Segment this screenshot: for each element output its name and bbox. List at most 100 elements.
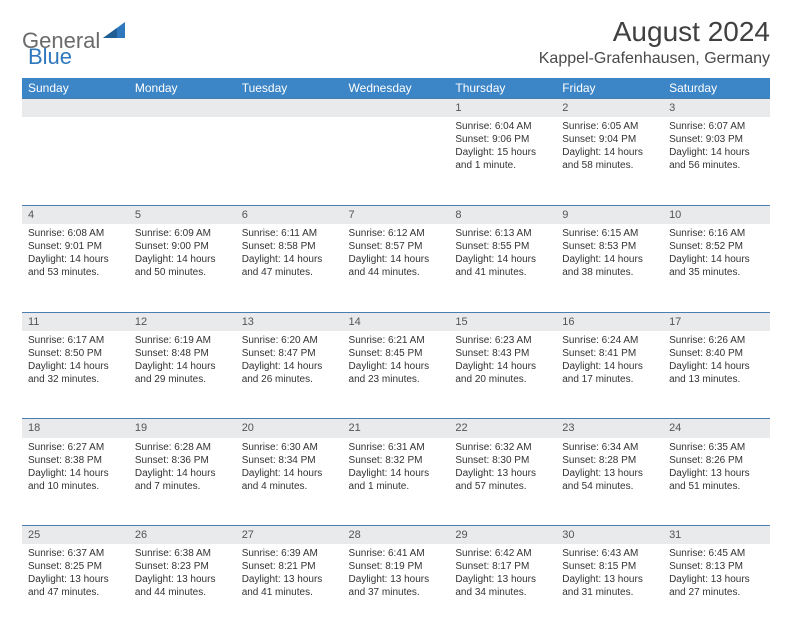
day-number-cell: 25 — [22, 526, 129, 545]
weekday-header: Monday — [129, 78, 236, 99]
day-number-cell: 29 — [449, 526, 556, 545]
day-dl2: and 35 minutes. — [669, 266, 764, 279]
day-dl1: Daylight: 13 hours — [562, 573, 657, 586]
day-number-row: 11121314151617 — [22, 312, 770, 331]
day-info-cell — [22, 117, 129, 205]
day-number-cell: 26 — [129, 526, 236, 545]
day-number-cell: 30 — [556, 526, 663, 545]
day-dl1: Daylight: 14 hours — [135, 467, 230, 480]
day-info-cell: Sunrise: 6:35 AMSunset: 8:26 PMDaylight:… — [663, 438, 770, 526]
title-block: August 2024 Kappel-Grafenhausen, Germany — [539, 16, 770, 68]
day-sr: Sunrise: 6:23 AM — [455, 334, 550, 347]
day-dl1: Daylight: 14 hours — [562, 146, 657, 159]
day-ss: Sunset: 8:30 PM — [455, 454, 550, 467]
day-dl2: and 34 minutes. — [455, 586, 550, 599]
day-ss: Sunset: 8:23 PM — [135, 560, 230, 573]
weekday-header: Sunday — [22, 78, 129, 99]
day-dl1: Daylight: 13 hours — [562, 467, 657, 480]
day-dl2: and 41 minutes. — [242, 586, 337, 599]
day-sr: Sunrise: 6:20 AM — [242, 334, 337, 347]
day-dl1: Daylight: 13 hours — [349, 573, 444, 586]
day-info-cell — [129, 117, 236, 205]
day-info-cell: Sunrise: 6:11 AMSunset: 8:58 PMDaylight:… — [236, 224, 343, 312]
day-info-cell — [236, 117, 343, 205]
day-info-row: Sunrise: 6:37 AMSunset: 8:25 PMDaylight:… — [22, 544, 770, 632]
day-ss: Sunset: 8:48 PM — [135, 347, 230, 360]
weekday-header: Thursday — [449, 78, 556, 99]
day-ss: Sunset: 8:36 PM — [135, 454, 230, 467]
day-ss: Sunset: 8:28 PM — [562, 454, 657, 467]
day-dl1: Daylight: 13 hours — [242, 573, 337, 586]
day-info-cell: Sunrise: 6:34 AMSunset: 8:28 PMDaylight:… — [556, 438, 663, 526]
day-info-row: Sunrise: 6:27 AMSunset: 8:38 PMDaylight:… — [22, 438, 770, 526]
day-dl2: and 26 minutes. — [242, 373, 337, 386]
day-dl2: and 17 minutes. — [562, 373, 657, 386]
day-dl1: Daylight: 15 hours — [455, 146, 550, 159]
day-sr: Sunrise: 6:08 AM — [28, 227, 123, 240]
day-dl2: and 37 minutes. — [349, 586, 444, 599]
day-ss: Sunset: 8:45 PM — [349, 347, 444, 360]
day-info-cell: Sunrise: 6:23 AMSunset: 8:43 PMDaylight:… — [449, 331, 556, 419]
day-info-cell: Sunrise: 6:26 AMSunset: 8:40 PMDaylight:… — [663, 331, 770, 419]
day-dl2: and 44 minutes. — [349, 266, 444, 279]
day-info-cell: Sunrise: 6:05 AMSunset: 9:04 PMDaylight:… — [556, 117, 663, 205]
day-sr: Sunrise: 6:35 AM — [669, 441, 764, 454]
day-ss: Sunset: 8:40 PM — [669, 347, 764, 360]
weekday-header: Wednesday — [343, 78, 450, 99]
day-dl2: and 4 minutes. — [242, 480, 337, 493]
day-info-cell: Sunrise: 6:21 AMSunset: 8:45 PMDaylight:… — [343, 331, 450, 419]
day-dl2: and 56 minutes. — [669, 159, 764, 172]
day-dl1: Daylight: 14 hours — [562, 253, 657, 266]
day-number-cell: 7 — [343, 205, 450, 224]
day-sr: Sunrise: 6:24 AM — [562, 334, 657, 347]
day-info-cell: Sunrise: 6:19 AMSunset: 8:48 PMDaylight:… — [129, 331, 236, 419]
day-ss: Sunset: 8:19 PM — [349, 560, 444, 573]
day-info-cell: Sunrise: 6:32 AMSunset: 8:30 PMDaylight:… — [449, 438, 556, 526]
day-number-row: 18192021222324 — [22, 419, 770, 438]
day-sr: Sunrise: 6:09 AM — [135, 227, 230, 240]
day-number-cell: 13 — [236, 312, 343, 331]
day-ss: Sunset: 9:06 PM — [455, 133, 550, 146]
day-number-cell: 21 — [343, 419, 450, 438]
day-info-cell: Sunrise: 6:43 AMSunset: 8:15 PMDaylight:… — [556, 544, 663, 632]
day-sr: Sunrise: 6:07 AM — [669, 120, 764, 133]
day-sr: Sunrise: 6:38 AM — [135, 547, 230, 560]
day-info-cell: Sunrise: 6:27 AMSunset: 8:38 PMDaylight:… — [22, 438, 129, 526]
day-ss: Sunset: 8:58 PM — [242, 240, 337, 253]
day-ss: Sunset: 8:47 PM — [242, 347, 337, 360]
day-number-cell: 3 — [663, 99, 770, 118]
day-dl1: Daylight: 14 hours — [669, 146, 764, 159]
day-dl1: Daylight: 14 hours — [242, 360, 337, 373]
day-dl2: and 38 minutes. — [562, 266, 657, 279]
day-ss: Sunset: 9:04 PM — [562, 133, 657, 146]
day-dl1: Daylight: 14 hours — [242, 253, 337, 266]
day-number-cell: 11 — [22, 312, 129, 331]
day-dl1: Daylight: 14 hours — [135, 360, 230, 373]
calendar-table: Sunday Monday Tuesday Wednesday Thursday… — [22, 78, 770, 632]
logo-text-blue: Blue — [28, 44, 72, 69]
day-dl2: and 31 minutes. — [562, 586, 657, 599]
day-sr: Sunrise: 6:19 AM — [135, 334, 230, 347]
day-sr: Sunrise: 6:15 AM — [562, 227, 657, 240]
day-dl2: and 27 minutes. — [669, 586, 764, 599]
day-ss: Sunset: 9:01 PM — [28, 240, 123, 253]
day-info-row: Sunrise: 6:08 AMSunset: 9:01 PM Daylight:… — [22, 224, 770, 312]
day-number-cell: 24 — [663, 419, 770, 438]
day-dl1: Daylight: 14 hours — [28, 360, 123, 373]
day-info-cell: Sunrise: 6:28 AMSunset: 8:36 PMDaylight:… — [129, 438, 236, 526]
day-number-cell: 31 — [663, 526, 770, 545]
day-dl1: Daylight: 14 hours — [28, 467, 123, 480]
day-info-cell: Sunrise: 6:41 AMSunset: 8:19 PMDaylight:… — [343, 544, 450, 632]
logo-blue-row: Blue — [30, 44, 72, 70]
day-dl2: and 20 minutes. — [455, 373, 550, 386]
day-ss: Sunset: 8:52 PM — [669, 240, 764, 253]
day-number-cell: 9 — [556, 205, 663, 224]
day-info-cell: Sunrise: 6:07 AMSunset: 9:03 PMDaylight:… — [663, 117, 770, 205]
day-sr: Sunrise: 6:27 AM — [28, 441, 123, 454]
day-dl2: and 1 minute. — [455, 159, 550, 172]
day-number-cell: 20 — [236, 419, 343, 438]
day-number-cell: 16 — [556, 312, 663, 331]
day-ss: Sunset: 9:00 PM — [135, 240, 230, 253]
day-number-cell: 10 — [663, 205, 770, 224]
day-dl2: and 7 minutes. — [135, 480, 230, 493]
